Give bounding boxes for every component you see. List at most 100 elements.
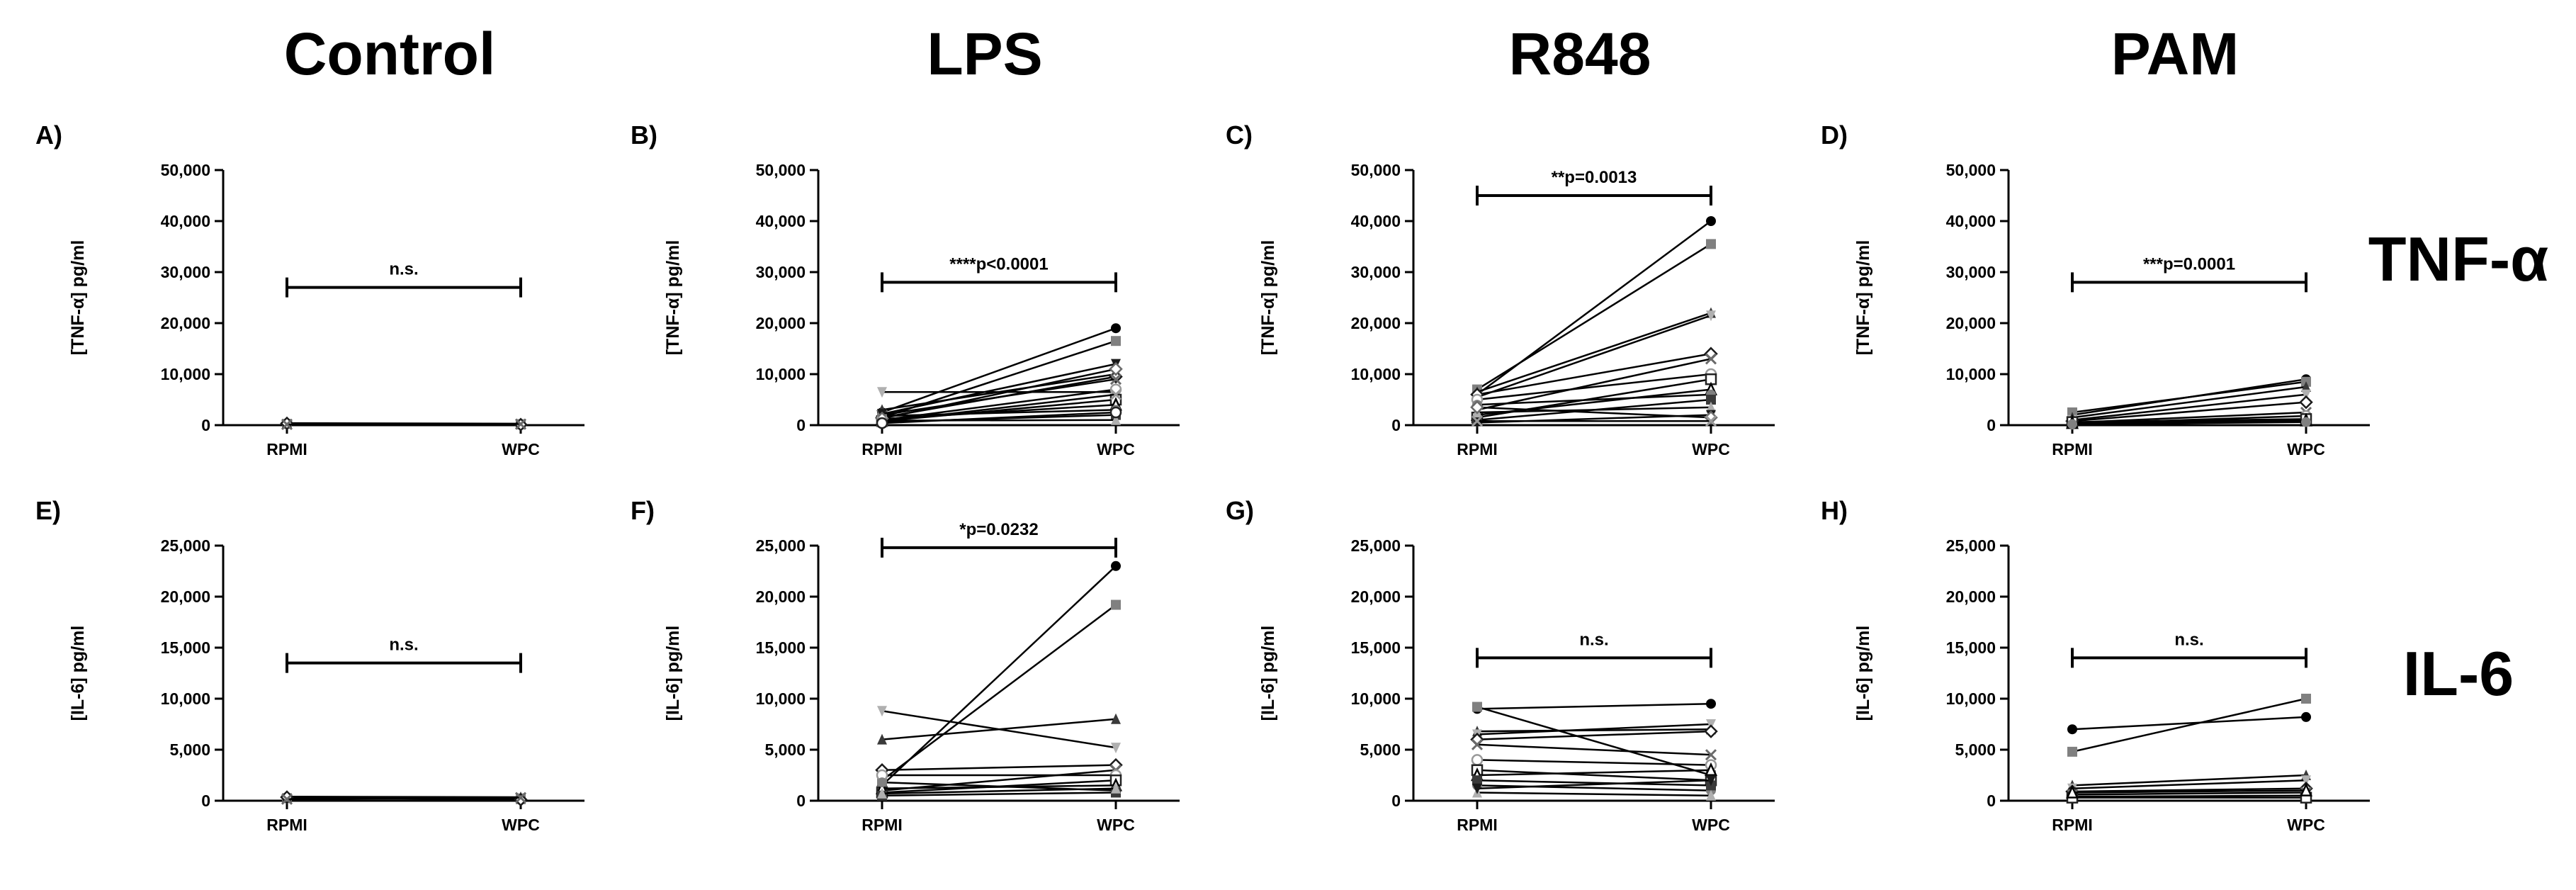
series-line (881, 327, 1117, 414)
point-rpmi (877, 387, 887, 398)
x-tick-label: WPC (502, 816, 540, 834)
series-line (1476, 730, 1712, 740)
series-line (1476, 406, 1712, 414)
series-line (2072, 419, 2307, 424)
series-line (881, 419, 1117, 422)
point-rpmi (1471, 738, 1484, 750)
x-tick-label: RPMI (1457, 440, 1498, 458)
point-rpmi (877, 777, 887, 788)
point-wpc (1705, 415, 1717, 427)
panel-e: E) [IL-6] pg/ml 0 5,000 10,000 15,000 20,000 25… (35, 496, 631, 864)
panel-a: A) [TNF-α] pg/ml 0 10,000 20,000 30,000 40,000… (35, 120, 631, 489)
panel-f: F) [IL-6] pg/ml 0 5,000 10,000 15,000 20,000 25… (631, 496, 1226, 864)
point-wpc (2301, 694, 2311, 704)
x-tick-label: WPC (1692, 440, 1730, 458)
y-tick-label: 25,000 (1351, 536, 1401, 555)
panel-letter: E) (35, 496, 61, 525)
point-wpc (1705, 749, 1717, 761)
panel-b: B) [TNF-α] pg/ml 0 10,000 20,000 30,000 40,000… (631, 120, 1226, 489)
y-tick-label: 50,000 (1351, 161, 1401, 179)
y-tick-label: 20,000 (756, 587, 806, 606)
point-wpc (1706, 395, 1716, 405)
x-tick-label: RPMI (266, 440, 307, 458)
significance-label: n.s. (1579, 630, 1608, 649)
point-wpc (1111, 561, 1121, 571)
x-tick-label: WPC (2287, 440, 2325, 458)
y-tick-label: 20,000 (1946, 587, 1996, 606)
series-line (1476, 769, 1712, 777)
panel-letter: G) (1226, 496, 1254, 525)
series-line (881, 409, 1117, 417)
point-rpmi (877, 706, 887, 717)
series (1472, 702, 1716, 780)
x-tick-label: WPC (1097, 816, 1135, 834)
y-tick-label: 30,000 (756, 263, 806, 281)
point-wpc (1111, 323, 1121, 334)
series-line (1476, 702, 1712, 710)
point-wpc (1109, 388, 1122, 400)
point-wpc (2300, 782, 2312, 796)
point-wpc (1111, 414, 1121, 425)
significance-bracket (881, 272, 1117, 293)
y-tick-label: 50,000 (756, 161, 806, 179)
y-tick-label: 0 (201, 416, 210, 434)
series (1471, 738, 1717, 761)
y-tick-label: 40,000 (756, 212, 806, 230)
series-line (2072, 779, 2307, 789)
series-line (1476, 312, 1712, 393)
series-line (881, 792, 1117, 797)
series (281, 792, 527, 805)
series-line (1476, 792, 1712, 797)
series (1470, 400, 1718, 424)
point-wpc (1706, 789, 1716, 801)
series-line (1476, 393, 1712, 406)
series-line (1476, 769, 1712, 782)
point-wpc (514, 792, 527, 804)
series-line (1476, 723, 1712, 736)
row-title-tnf: TNF-α (2368, 224, 2549, 294)
chart-svg: 0 10,000 20,000 30,000 40,000 50,000 RPMI WPC n.… (161, 161, 584, 458)
series-line (881, 710, 1117, 749)
y-tick-label: 10,000 (161, 365, 210, 383)
y-tick-label: 10,000 (1946, 689, 1996, 708)
series (2067, 711, 2311, 735)
chart-svg: 0 5,000 10,000 15,000 20,000 25,000 RPMI WPC n.s… (1351, 536, 1775, 834)
series-line (881, 604, 1117, 782)
y-tick-label: 20,000 (1946, 314, 1996, 332)
panel-c: C) [TNF-α] pg/ml 0 10,000 20,000 30,000 40,000… (1226, 120, 1821, 489)
point-wpc (1111, 599, 1121, 610)
y-tick-label: 20,000 (161, 314, 210, 332)
point-wpc (2301, 417, 2311, 427)
y-tick-label: 15,000 (161, 638, 210, 657)
point-wpc (1706, 216, 1716, 226)
y-tick-label: 10,000 (1946, 365, 1996, 383)
series-line (1476, 406, 1712, 419)
y-tick-label: 10,000 (756, 689, 806, 708)
x-tick-label: RPMI (1457, 816, 1498, 834)
series-line (881, 411, 1117, 424)
series (876, 769, 1122, 782)
point-wpc (1109, 383, 1122, 395)
point-rpmi (1472, 783, 1482, 794)
point-rpmi (2067, 746, 2077, 757)
y-tick-label: 40,000 (161, 212, 210, 230)
chart-svg: 0 10,000 20,000 30,000 40,000 50,000 RPMI WPC **… (1351, 161, 1775, 458)
panel-g: G) [IL-6] pg/ml 0 5,000 10,000 15,000 20,000 25… (1226, 496, 1821, 864)
significance-label: ***p=0.0001 (2143, 254, 2235, 274)
x-tick-label: RPMI (266, 816, 307, 834)
y-tick-label: 10,000 (756, 365, 806, 383)
series-line (881, 787, 1117, 795)
significance-label: n.s. (389, 260, 418, 279)
y-tick-label: 0 (1391, 792, 1401, 810)
panel-letter: H) (1821, 496, 1848, 525)
series-line (2072, 418, 2307, 423)
chart-svg: 0 5,000 10,000 15,000 20,000 25,000 RPMI WPC n.s… (1946, 536, 2370, 834)
point-rpmi (1472, 775, 1482, 786)
significance-label: **p=0.0013 (1552, 168, 1637, 187)
point-wpc (514, 418, 527, 430)
x-tick-label: WPC (2287, 816, 2325, 834)
series (2067, 694, 2311, 757)
y-tick-label: 15,000 (1946, 638, 1996, 657)
point-rpmi (876, 417, 888, 429)
series-line (2072, 421, 2307, 425)
